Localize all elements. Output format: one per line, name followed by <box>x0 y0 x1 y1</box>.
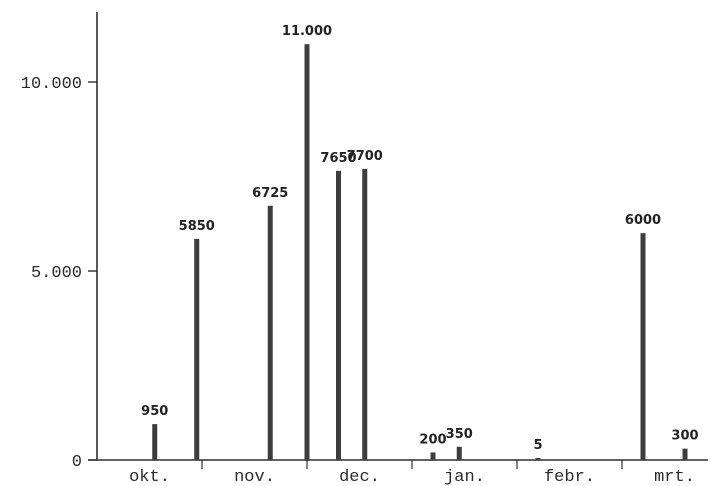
bar <box>336 170 341 460</box>
bar-value-label: 6000 <box>625 213 661 228</box>
bar-value-label: 7700 <box>347 149 383 164</box>
x-tick-label: jan. <box>444 468 485 486</box>
bar-value-label: 7650 <box>320 151 356 166</box>
y-tick-label: 5.000 <box>31 264 82 283</box>
bar <box>152 424 158 460</box>
bar-value-label: 950 <box>141 404 168 419</box>
x-tick-label: okt. <box>129 468 170 486</box>
bar <box>535 458 541 460</box>
bar-value-label: 350 <box>446 427 473 442</box>
y-tick-label: 0 <box>72 453 82 472</box>
bar-value-label: 5850 <box>179 219 215 234</box>
bar <box>456 446 462 460</box>
bar-value-label: 200 <box>419 432 446 447</box>
bar <box>430 452 436 460</box>
y-tick-label: 10.000 <box>21 75 82 94</box>
bar <box>640 233 646 460</box>
bar <box>267 205 273 460</box>
bar-value-label: 300 <box>671 429 698 444</box>
bar <box>194 238 200 460</box>
bar <box>682 448 688 460</box>
bar-value-label: 11.000 <box>282 24 332 39</box>
x-tick-label: dec. <box>339 468 380 486</box>
bar-value-label: 5 <box>533 438 542 453</box>
x-tick-label: nov. <box>234 468 275 486</box>
x-tick-label: febr. <box>544 468 595 486</box>
bar <box>304 44 310 460</box>
bar-value-label: 6725 <box>252 186 288 201</box>
x-tick-label: mrt. <box>654 468 695 486</box>
bar <box>362 168 368 460</box>
